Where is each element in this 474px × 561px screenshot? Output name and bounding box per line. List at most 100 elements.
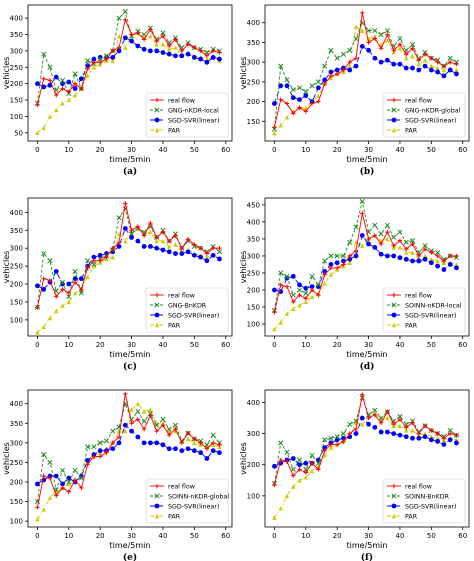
- data-point-real-flow: [341, 439, 346, 444]
- data-point-real-flow: [284, 101, 290, 106]
- data-point-par: [328, 445, 334, 450]
- data-point-local-model: [384, 222, 390, 228]
- data-point-real-flow: [47, 78, 53, 83]
- data-point-par: [116, 33, 122, 39]
- data-point-sgd-svr: [116, 440, 122, 446]
- data-point-local-model: [278, 270, 284, 276]
- data-point-local-model: [284, 449, 290, 455]
- data-point-real-flow: [422, 423, 428, 429]
- data-point-real-flow: [372, 412, 378, 418]
- y-tick-label: 150: [247, 304, 260, 312]
- y-tick-label: 300: [247, 430, 260, 438]
- legend-marker: [154, 97, 160, 103]
- data-point-real-flow: [60, 86, 65, 91]
- panel-caption: (d): [360, 361, 375, 372]
- data-point-local-model: [41, 251, 47, 257]
- data-point-real-flow: [429, 428, 434, 433]
- y-tick-label: 250: [10, 64, 23, 72]
- data-point-real-flow: [148, 413, 153, 418]
- data-point-sgd-svr: [334, 260, 340, 266]
- x-tick-label: 30: [127, 146, 136, 154]
- data-point-sgd-svr: [173, 446, 178, 452]
- data-point-par: [291, 484, 296, 489]
- data-point-sgd-svr: [359, 415, 365, 421]
- data-point-sgd-svr: [353, 253, 359, 259]
- y-tick-label: 250: [247, 269, 260, 277]
- data-point-real-flow: [297, 292, 302, 298]
- data-point-real-flow: [154, 235, 159, 240]
- data-point-par: [435, 258, 440, 264]
- data-point-par: [35, 330, 40, 335]
- legend-entry-label: PAR: [405, 127, 418, 134]
- x-axis-label: time/5min: [347, 155, 388, 164]
- data-point-sgd-svr: [403, 434, 409, 440]
- data-point-par: [410, 54, 415, 59]
- legend-entry-label: SGD-SVR(linear): [168, 503, 219, 510]
- data-point-local-model: [334, 434, 340, 440]
- legend-marker: [391, 107, 397, 113]
- data-point-sgd-svr: [322, 268, 328, 274]
- data-point-real-flow: [291, 111, 296, 116]
- data-point-real-flow: [385, 409, 390, 414]
- data-point-real-flow: [422, 246, 428, 252]
- x-tick-label: 50: [427, 532, 436, 540]
- data-point-sgd-svr: [116, 243, 122, 249]
- data-point-real-flow: [160, 33, 166, 39]
- data-point-par: [272, 326, 277, 332]
- x-tick-label: 20: [333, 146, 342, 154]
- data-point-par: [385, 415, 390, 421]
- data-point-real-flow: [278, 97, 283, 102]
- data-point-sgd-svr: [410, 435, 415, 441]
- chart-panel-e: 0 10 20 30 40 50 60 100 150 200 250 300 350 400 time/5…: [2, 389, 233, 561]
- data-point-sgd-svr: [141, 440, 147, 446]
- data-point-sgd-svr: [173, 251, 178, 256]
- x-tick-label: 30: [364, 341, 373, 349]
- data-point-par: [91, 65, 97, 70]
- data-point-par: [85, 73, 90, 78]
- data-point-real-flow: [204, 251, 210, 256]
- data-point-sgd-svr: [441, 73, 447, 79]
- data-point-sgd-svr: [78, 276, 84, 282]
- legend-marker: [391, 302, 397, 308]
- data-point-real-flow: [54, 493, 59, 498]
- data-point-real-flow: [416, 253, 421, 259]
- data-point-real-flow: [416, 431, 421, 436]
- data-point-par: [66, 97, 71, 103]
- data-point-real-flow: [309, 287, 315, 293]
- data-point-real-flow: [404, 425, 409, 430]
- data-point-par: [353, 24, 359, 29]
- y-axis-label: vehicles: [239, 442, 248, 475]
- data-point-local-model: [204, 49, 210, 56]
- data-point-real-flow: [35, 505, 40, 510]
- data-point-real-flow: [47, 278, 53, 283]
- data-point-real-flow: [347, 59, 352, 65]
- data-point-par: [135, 401, 141, 406]
- data-point-real-flow: [141, 37, 147, 42]
- data-point-par: [60, 101, 65, 106]
- data-point-par: [284, 115, 290, 120]
- data-point-local-model: [447, 427, 453, 434]
- y-tick-label: 200: [247, 287, 260, 295]
- data-point-sgd-svr: [397, 432, 403, 438]
- legend-marker: [154, 107, 160, 113]
- data-point-sgd-svr: [422, 256, 428, 262]
- data-point-sgd-svr: [166, 249, 172, 255]
- data-point-local-model: [328, 253, 334, 259]
- x-tick-label: 40: [395, 532, 404, 540]
- x-tick-label: 50: [190, 341, 199, 349]
- data-point-local-model: [78, 290, 84, 296]
- data-point-real-flow: [297, 467, 302, 472]
- data-point-real-flow: [110, 440, 115, 446]
- data-point-real-flow: [141, 426, 147, 432]
- data-point-par: [429, 63, 434, 69]
- data-point-local-model: [403, 239, 409, 245]
- x-tick-label: 20: [333, 532, 342, 540]
- data-point-local-model: [353, 35, 359, 42]
- data-point-local-model: [372, 222, 378, 228]
- data-point-sgd-svr: [97, 252, 103, 258]
- data-point-real-flow: [217, 245, 222, 251]
- data-point-local-model: [391, 234, 397, 240]
- data-point-sgd-svr: [403, 65, 409, 71]
- x-tick-label: 50: [190, 532, 199, 540]
- data-point-local-model: [290, 466, 296, 472]
